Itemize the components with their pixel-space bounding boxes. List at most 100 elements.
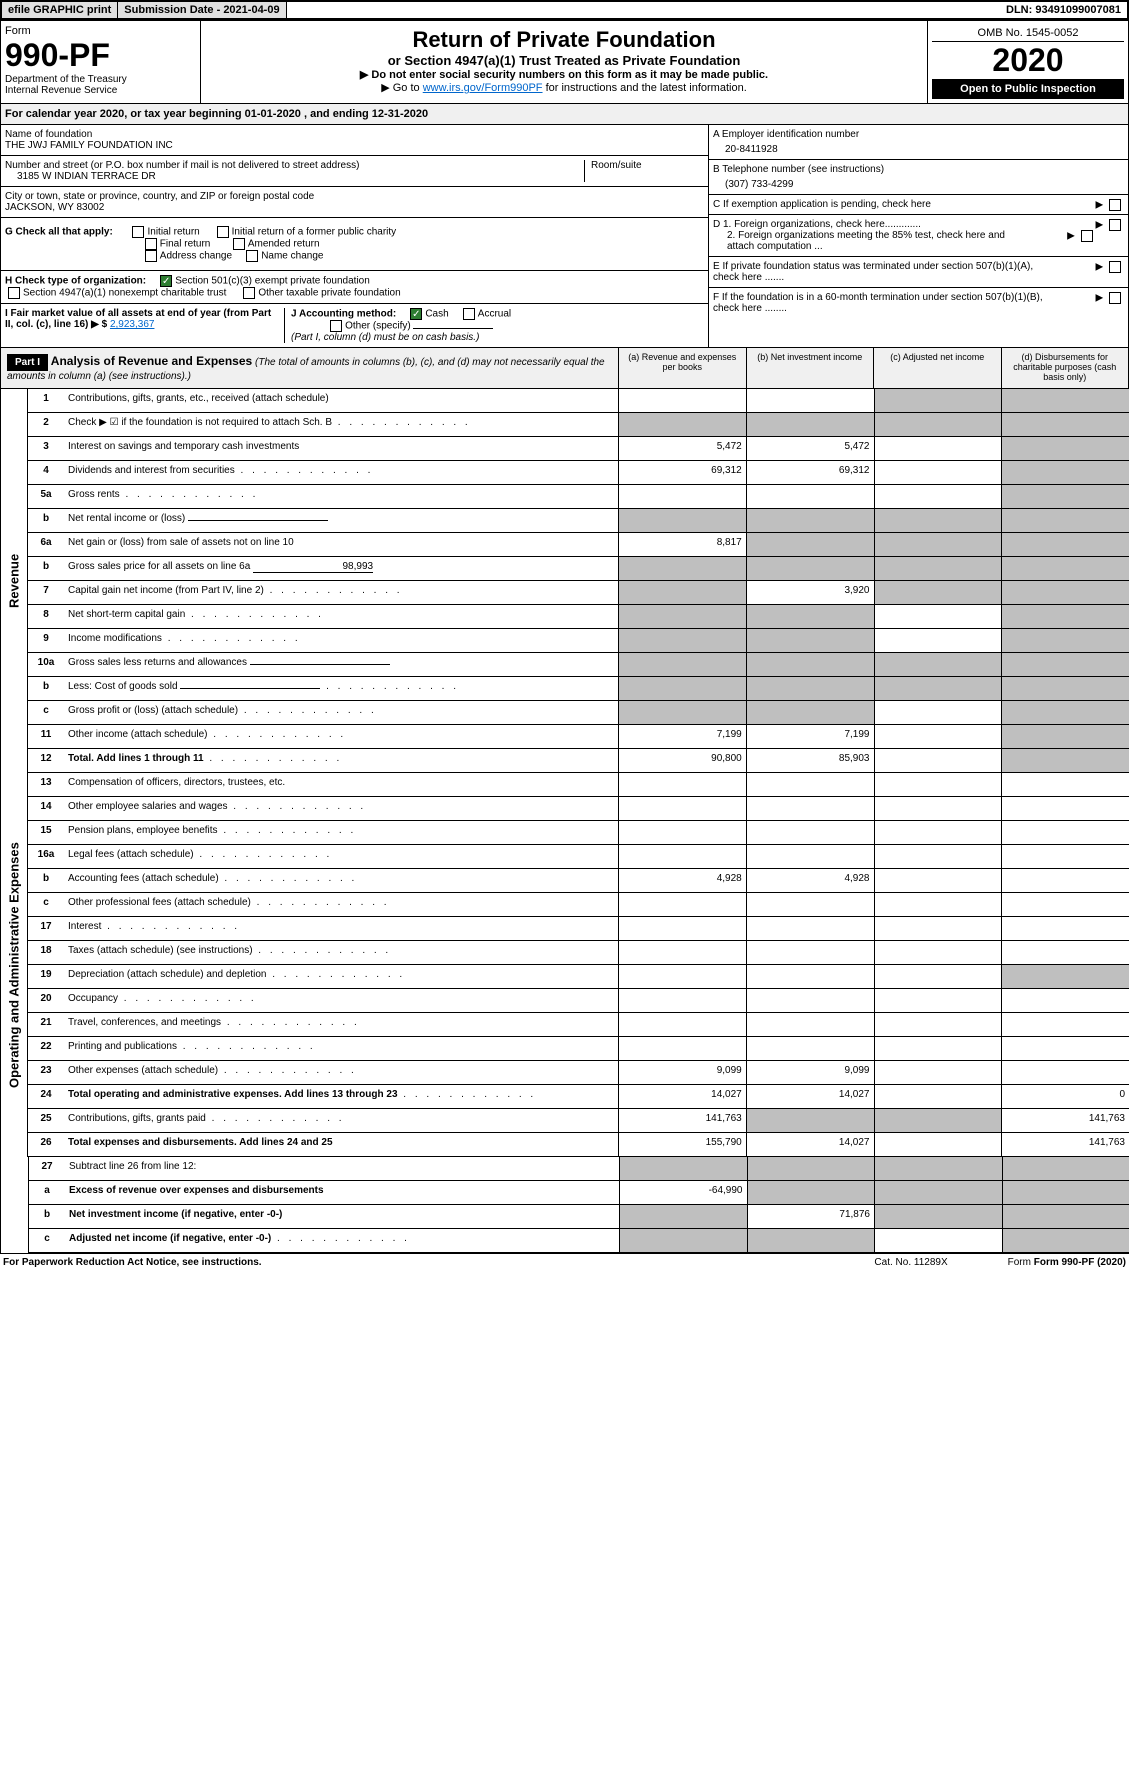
irs-link[interactable]: www.irs.gov/Form990PF — [423, 82, 543, 94]
val-c — [874, 1085, 1002, 1108]
f-check[interactable] — [1109, 292, 1121, 304]
line-b: bLess: Cost of goods sold — [28, 677, 1129, 701]
val-a — [618, 677, 746, 700]
val-b — [746, 509, 874, 532]
dln: DLN: 93491099007081 — [1000, 2, 1127, 18]
val-dd — [1001, 437, 1129, 460]
line-b: bNet rental income or (loss) — [28, 509, 1129, 533]
val-dd — [1001, 917, 1129, 940]
line-18: 18Taxes (attach schedule) (see instructi… — [28, 941, 1129, 965]
val-b — [747, 1157, 875, 1180]
val-a: 8,817 — [618, 533, 746, 556]
val-a — [618, 653, 746, 676]
line-num: 25 — [28, 1109, 64, 1132]
line-desc: Total. Add lines 1 through 11 — [64, 749, 618, 772]
line-num: 12 — [28, 749, 64, 772]
val-dd — [1001, 989, 1129, 1012]
line-27: 27Subtract line 26 from line 12: — [29, 1157, 1129, 1181]
line-num: 14 — [28, 797, 64, 820]
val-c — [874, 1133, 1002, 1156]
val-a — [619, 1229, 747, 1252]
initial-former-check[interactable] — [217, 226, 229, 238]
other-check[interactable] — [330, 320, 342, 332]
d1-check[interactable] — [1109, 219, 1121, 231]
e-check[interactable] — [1109, 261, 1121, 273]
i-val: 2,923,367 — [110, 319, 155, 330]
cash-check[interactable] — [410, 308, 422, 320]
footer-center: Cat. No. 11289X — [874, 1257, 947, 1268]
open-public: Open to Public Inspection — [932, 79, 1124, 99]
val-a: 9,099 — [618, 1061, 746, 1084]
val-a — [619, 1157, 747, 1180]
val-b — [747, 1181, 875, 1204]
revenue-rows: 1Contributions, gifts, grants, etc., rec… — [28, 389, 1129, 773]
val-b — [746, 965, 874, 988]
other-label: Other (specify) — [345, 321, 411, 332]
final-check[interactable] — [145, 238, 157, 250]
line-num: b — [28, 557, 64, 580]
val-dd — [1001, 1013, 1129, 1036]
form-number: 990-PF — [5, 37, 196, 74]
d2-check[interactable] — [1081, 230, 1093, 242]
line-num: 15 — [28, 821, 64, 844]
footer-form: Form 990-PF (2020) — [1034, 1257, 1126, 1268]
c-check[interactable] — [1109, 199, 1121, 211]
line-num: 26 — [28, 1133, 64, 1156]
line-desc: Net rental income or (loss) — [64, 509, 618, 532]
h3-check[interactable] — [243, 287, 255, 299]
line-desc: Net investment income (if negative, ente… — [65, 1205, 619, 1228]
val-a: 5,472 — [618, 437, 746, 460]
line-b: bNet investment income (if negative, ent… — [29, 1205, 1129, 1229]
val-b — [746, 677, 874, 700]
amended-check[interactable] — [233, 238, 245, 250]
line-num: 16a — [28, 845, 64, 868]
addr-change-check[interactable] — [145, 250, 157, 262]
line-26: 26Total expenses and disbursements. Add … — [28, 1133, 1129, 1157]
line-desc: Income modifications — [64, 629, 618, 652]
line-desc: Net short-term capital gain — [64, 605, 618, 628]
submission-date: Submission Date - 2021-04-09 — [118, 2, 286, 18]
line-desc: Other employee salaries and wages — [64, 797, 618, 820]
val-c — [874, 1109, 1002, 1132]
line-num: 9 — [28, 629, 64, 652]
val-c — [874, 485, 1002, 508]
name-change-check[interactable] — [246, 250, 258, 262]
val-c — [874, 629, 1002, 652]
line-desc: Legal fees (attach schedule) — [64, 845, 618, 868]
val-b: 3,920 — [746, 581, 874, 604]
h1-check[interactable] — [160, 275, 172, 287]
addr: 3185 W INDIAN TERRACE DR — [5, 171, 584, 182]
initial-check[interactable] — [132, 226, 144, 238]
revenue-side-label: Revenue — [0, 389, 28, 773]
part1-title: Analysis of Revenue and Expenses — [51, 354, 252, 368]
foundation-name: THE JWJ FAMILY FOUNDATION INC — [5, 140, 704, 151]
val-c — [874, 509, 1002, 532]
val-b: 7,199 — [746, 725, 874, 748]
val-dd — [1001, 605, 1129, 628]
accrual-check[interactable] — [463, 308, 475, 320]
val-c — [874, 653, 1002, 676]
col-c: (c) Adjusted net income — [874, 348, 1002, 388]
val-dd — [1001, 749, 1129, 772]
f-cell: F If the foundation is in a 60-month ter… — [709, 288, 1128, 318]
part1-header: Part I Analysis of Revenue and Expenses … — [0, 348, 1129, 389]
val-dd: 0 — [1001, 1085, 1129, 1108]
line-25: 25Contributions, gifts, grants paid141,7… — [28, 1109, 1129, 1133]
h-checks: H Check type of organization: Section 50… — [1, 271, 708, 304]
b-val: (307) 733-4299 — [713, 175, 1124, 190]
form-header: Form 990-PF Department of the Treasury I… — [0, 20, 1129, 104]
val-dd — [1002, 1205, 1129, 1228]
line-desc: Gross rents — [64, 485, 618, 508]
val-a — [618, 605, 746, 628]
line-num: 18 — [28, 941, 64, 964]
g-label: G Check all that apply: — [5, 227, 113, 238]
line-desc: Contributions, gifts, grants paid — [64, 1109, 618, 1132]
amended-label: Amended return — [248, 239, 320, 250]
a-label: A Employer identification number — [713, 129, 1124, 140]
line-desc: Gross sales less returns and allowances — [64, 653, 618, 676]
line-desc: Less: Cost of goods sold — [64, 677, 618, 700]
val-a: 4,928 — [618, 869, 746, 892]
h2-check[interactable] — [8, 287, 20, 299]
line-b: bGross sales price for all assets on lin… — [28, 557, 1129, 581]
val-c — [874, 1229, 1002, 1252]
